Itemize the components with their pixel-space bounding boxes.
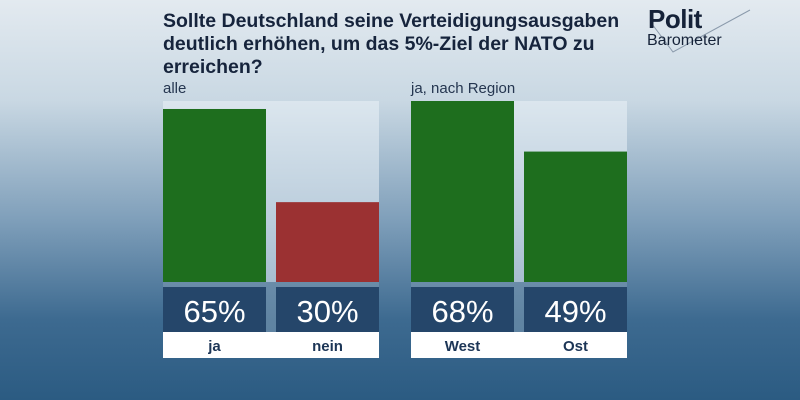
chart-title: Sollte Deutschland seine Verteidigungsau… — [163, 10, 620, 78]
data-label: 30% — [296, 294, 358, 329]
value-box — [411, 287, 514, 332]
category-label: nein — [312, 338, 343, 355]
logo-line2: Barometer — [647, 32, 722, 49]
logo-line1: Polit — [648, 4, 702, 34]
checkmark-icon — [651, 9, 751, 53]
label-strip — [411, 332, 627, 358]
value-box — [163, 287, 266, 332]
data-label: 65% — [183, 294, 245, 329]
category-label: Ost — [563, 338, 588, 355]
bar-nein — [276, 202, 379, 282]
panel-title-region: ja, nach Region — [411, 80, 516, 97]
bar-ja — [163, 108, 266, 282]
category-label: ja — [207, 338, 221, 355]
bar-ost — [524, 151, 627, 282]
panel-title-alle: alle — [163, 80, 187, 97]
data-label: 68% — [431, 294, 493, 329]
bar-west — [411, 101, 514, 282]
value-box — [276, 287, 379, 332]
label-strip — [163, 332, 379, 358]
value-box — [524, 287, 627, 332]
data-label: 49% — [544, 294, 606, 329]
category-label: West — [445, 338, 481, 355]
politbarometer-logo: Polit Barometer — [640, 2, 760, 62]
